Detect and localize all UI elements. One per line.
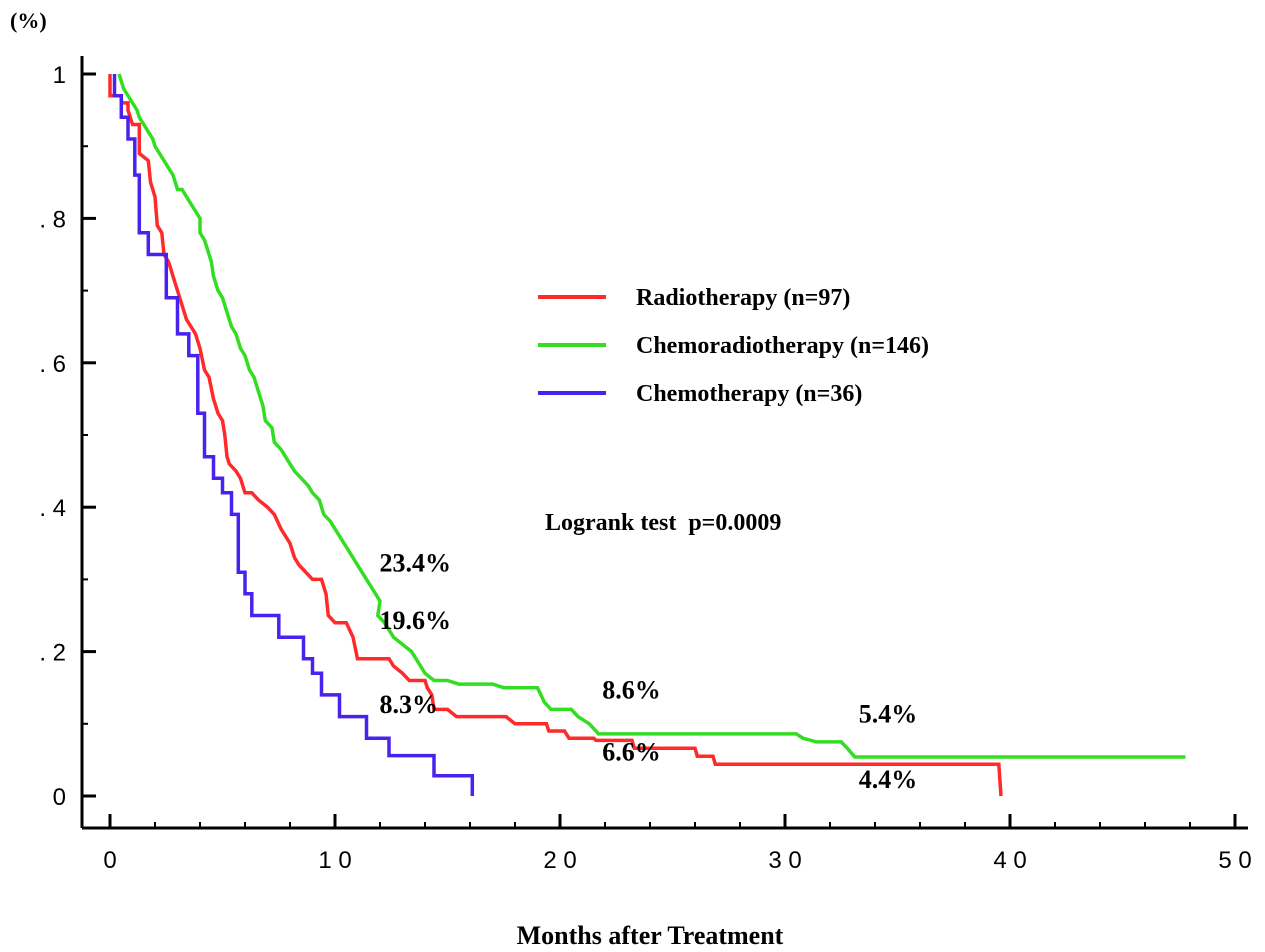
x-tick-label: 4 0: [993, 847, 1026, 874]
point-label: 4.4%: [859, 765, 918, 794]
point-label: 8.6%: [602, 675, 661, 704]
point-label: 6.6%: [602, 738, 661, 767]
series-group: [108, 73, 1186, 797]
legend-label: Chemoradiotherapy (n=146): [636, 333, 929, 359]
y-tick-label: . 2: [39, 640, 66, 667]
y-axis: 0 . 2 . 4 . 6 . 8 1: [39, 56, 96, 828]
x-tick-label: 2 0: [543, 847, 576, 874]
y-tick-label: . 4: [39, 495, 66, 522]
y-tick-label: . 6: [39, 351, 66, 378]
x-tick-label: 0: [103, 847, 116, 874]
point-label: 23.4%: [380, 548, 452, 577]
legend-label: Radiotherapy (n=97): [636, 285, 850, 311]
point-label: 19.6%: [380, 606, 452, 635]
logrank-annotation: Logrank test p=0.0009: [545, 510, 781, 536]
point-labels: 23.4% 19.6% 8.3% 8.6% 6.6% 5.4% 4.4%: [380, 548, 918, 794]
series-line-2: [112, 74, 475, 796]
legend: Radiotherapy (n=97) Chemoradiotherapy (n=…: [538, 285, 929, 407]
point-label: 5.4%: [859, 699, 918, 728]
legend-label: Chemotherapy (n=36): [636, 381, 862, 407]
y-axis-label: (%): [10, 8, 47, 33]
series-line-0: [108, 74, 1003, 797]
y-tick-label: 1: [53, 62, 66, 89]
point-label: 8.3%: [380, 690, 439, 719]
series-line-1: [117, 73, 1186, 759]
x-tick-label: 3 0: [768, 847, 801, 874]
x-axis: 0 1 0 2 0 3 0 4 0 5 0: [82, 814, 1252, 874]
x-tick-label: 1 0: [318, 847, 351, 874]
y-tick-label: 0: [53, 784, 66, 811]
x-axis-label: Months after Treatment: [517, 921, 784, 950]
y-tick-label: . 8: [39, 206, 66, 233]
x-tick-label: 5 0: [1218, 847, 1251, 874]
